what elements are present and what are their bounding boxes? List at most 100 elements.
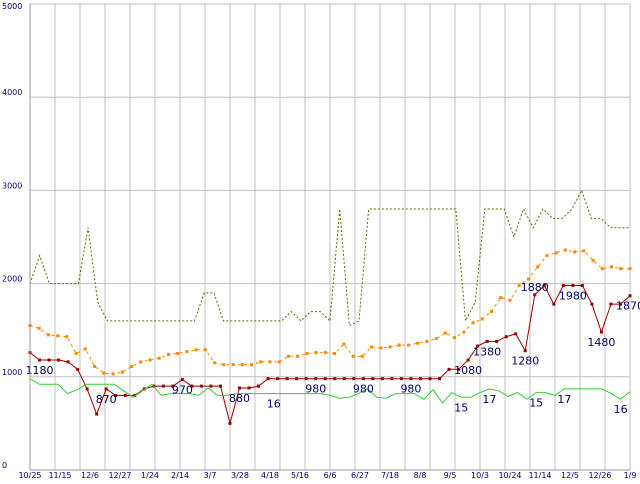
average-point: [56, 334, 60, 338]
price-point: [257, 384, 261, 388]
price-point: [76, 367, 80, 371]
price-point: [66, 360, 70, 364]
average-point: [490, 310, 494, 314]
average-point: [250, 363, 254, 367]
average-point: [471, 321, 475, 325]
price-point: [457, 367, 461, 371]
average-point: [240, 363, 244, 367]
average-point: [397, 343, 401, 347]
data-label: 16: [614, 403, 628, 416]
x-tick-label: 12/27: [108, 471, 131, 480]
price-point: [142, 387, 146, 391]
y-tick-label: 0: [2, 461, 7, 470]
average-point: [370, 345, 374, 349]
price-point: [323, 377, 327, 381]
data-label: 880: [229, 392, 250, 405]
average-point: [296, 354, 300, 358]
data-label: 16: [267, 398, 281, 411]
average-point: [360, 354, 364, 358]
x-tick-label: 10/25: [18, 471, 41, 480]
average-point: [563, 248, 567, 252]
average-point: [259, 360, 263, 364]
average-point: [74, 352, 78, 355]
average-point: [102, 371, 106, 375]
average-point: [443, 331, 447, 335]
average-point: [628, 267, 632, 271]
price-point: [104, 387, 108, 391]
price-point: [447, 367, 451, 371]
data-label: 980: [353, 383, 374, 396]
price-point: [352, 377, 356, 381]
average-point: [323, 351, 327, 355]
price-point: [390, 377, 394, 381]
data-label: 1980: [559, 289, 587, 302]
x-tick-label: 3/7: [204, 471, 217, 480]
average-point: [388, 345, 392, 349]
price-point: [161, 384, 165, 388]
price-point: [190, 384, 194, 388]
price-point: [114, 393, 118, 397]
price-point: [333, 377, 337, 381]
data-label: 1380: [473, 345, 501, 358]
average-point: [286, 354, 290, 358]
average-point: [268, 360, 272, 364]
price-point: [38, 358, 42, 362]
data-label: 1280: [511, 355, 539, 368]
x-tick-label: 12/6: [81, 471, 99, 480]
price-point: [428, 377, 432, 381]
price-point: [95, 412, 99, 416]
y-tick-label: 5000: [2, 2, 22, 11]
price-point: [476, 344, 480, 348]
price-point: [523, 349, 527, 353]
price-point: [47, 358, 51, 362]
y-tick-label: 2000: [2, 275, 22, 284]
price-point: [552, 302, 556, 306]
price-point: [409, 377, 413, 381]
data-label: 1180: [26, 364, 54, 377]
average-point: [600, 267, 604, 271]
price-point: [209, 384, 213, 388]
average-point: [314, 351, 318, 355]
data-label: 980: [400, 383, 421, 396]
average-point: [379, 346, 383, 350]
x-tick-label: 2/14: [171, 471, 189, 480]
price-point: [285, 377, 289, 381]
average-point: [194, 348, 198, 352]
average-point: [157, 356, 161, 360]
price-point: [542, 283, 546, 287]
average-point: [508, 298, 512, 302]
price-point: [580, 283, 584, 287]
data-label: 1870: [616, 300, 640, 313]
x-tick-label: 8/8: [414, 471, 427, 480]
x-tick-label: 6/6: [324, 471, 337, 480]
average-point: [130, 365, 134, 369]
x-tick-label: 12/5: [561, 471, 579, 480]
average-point: [176, 352, 180, 355]
x-tick-label: 7/18: [381, 471, 399, 480]
average-point: [305, 352, 309, 355]
average-point: [120, 370, 124, 374]
average-point: [213, 361, 217, 365]
y-tick-label: 3000: [2, 181, 22, 190]
x-tick-label: 11/15: [48, 471, 71, 480]
series-layer: [28, 189, 632, 426]
average-point: [166, 352, 170, 356]
average-point: [517, 283, 521, 287]
price-point: [533, 293, 537, 297]
price-point: [361, 377, 365, 381]
data-label: 1080: [454, 364, 482, 377]
price-point: [371, 377, 375, 381]
price-point: [399, 377, 403, 381]
price-point: [504, 335, 508, 339]
x-tick-label: 10/3: [471, 471, 489, 480]
average-point: [37, 326, 41, 330]
price-point: [218, 384, 222, 388]
price-point: [495, 339, 499, 343]
average-point: [231, 363, 235, 367]
price-point: [57, 358, 61, 362]
data-label: 15: [454, 401, 468, 414]
price-point: [228, 421, 232, 425]
average-point: [277, 360, 281, 364]
average-point: [453, 336, 457, 340]
